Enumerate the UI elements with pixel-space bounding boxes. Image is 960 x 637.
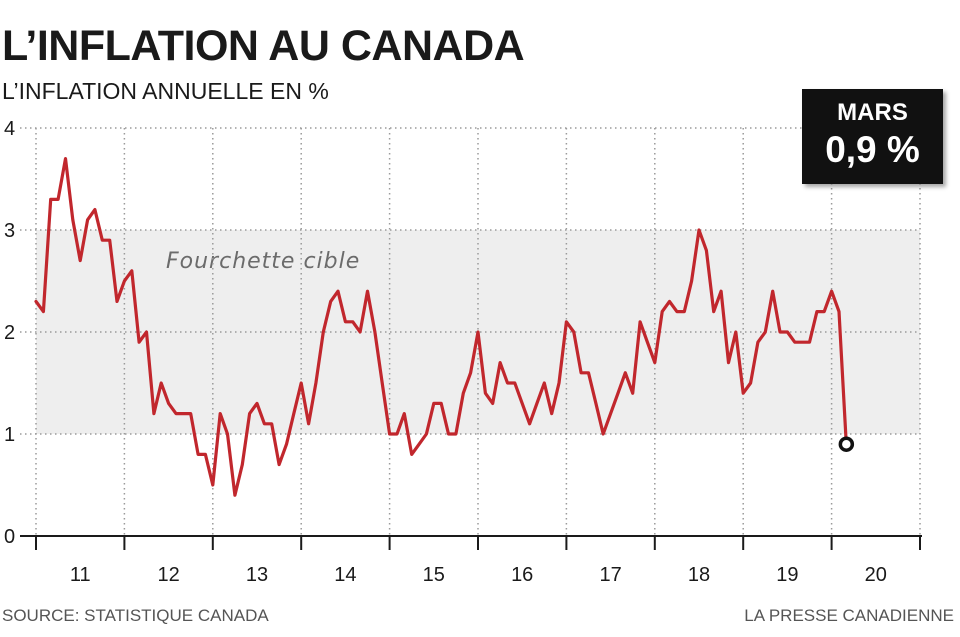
callout-value: 0,9 %: [825, 129, 920, 170]
y-tick-label-0: 0: [4, 526, 15, 548]
x-tick-label-16: 16: [511, 564, 533, 586]
chart-title: L’INFLATION AU CANADA: [2, 22, 525, 70]
y-tick-label-4: 4: [4, 118, 15, 140]
last-point-marker: [838, 436, 855, 452]
callout-month: MARS: [837, 99, 908, 126]
x-tick-label-19: 19: [776, 564, 798, 586]
x-tick-label-12: 12: [157, 564, 179, 586]
latest-value-callout: MARS 0,9 %: [802, 89, 943, 184]
x-tick-label-18: 18: [688, 564, 710, 586]
x-tick-label-17: 17: [599, 564, 621, 586]
inflation-series-line: [34, 157, 848, 497]
source-note: SOURCE: STATISTIQUE CANADA: [2, 606, 269, 625]
target-band-label: Fourchette cible: [166, 249, 360, 274]
y-tick-label-2: 2: [4, 322, 15, 344]
x-tick-label-14: 14: [334, 564, 356, 586]
x-tick-label-20: 20: [865, 564, 887, 586]
chart-subtitle: L’INFLATION ANNUELLE EN %: [2, 78, 329, 104]
y-tick-label-3: 3: [4, 220, 15, 242]
x-tick-label-11: 11: [70, 564, 91, 586]
x-tick-label-15: 15: [423, 564, 445, 586]
x-tick-label-13: 13: [246, 564, 268, 586]
y-tick-label-1: 1: [4, 424, 15, 446]
credit-note: LA PRESSE CANADIENNE: [744, 606, 954, 625]
